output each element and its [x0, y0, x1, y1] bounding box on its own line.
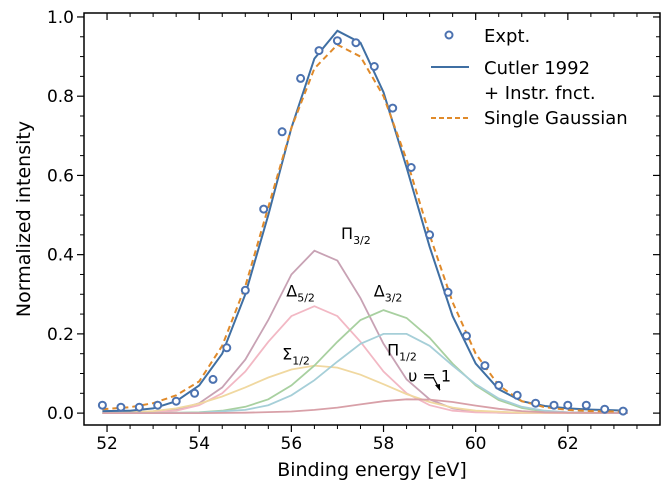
expt-point	[259, 204, 269, 214]
component-labels: Π3/2 Δ5/2 Δ3/2 Π1/2 Σ1/2 υ = 1	[282, 224, 451, 386]
legend-expt-marker	[444, 30, 454, 40]
gaussian-fit-line	[102, 43, 628, 413]
expt-point	[222, 343, 232, 353]
expt-point	[208, 374, 218, 384]
plot-frame	[83, 12, 661, 426]
component-label: Δ3/2	[374, 281, 403, 304]
expt-point	[581, 400, 591, 410]
x-tick-label: 62	[557, 434, 579, 454]
x-tick-label: 54	[188, 434, 210, 454]
y-tick-label: 0.0	[47, 404, 74, 424]
component-3-2-line	[102, 249, 628, 414]
component-1-line	[102, 398, 628, 414]
data-points	[97, 36, 628, 416]
expt-point	[296, 73, 306, 83]
expt-point	[480, 361, 490, 371]
legend-cutler-label-2: + Instr. fnct.	[484, 83, 596, 104]
expt-point	[97, 400, 107, 410]
legend: Expt. Cutler 1992 + Instr. fnct. Single …	[431, 26, 628, 129]
component-label: Δ5/2	[286, 281, 315, 304]
component-label: Π1/2	[387, 341, 417, 364]
component-curves	[102, 249, 628, 414]
axis-ticks: 52 54 56 58 60 62 0.0 0.2 0.4 0.6 0.8 1.0	[47, 8, 660, 454]
x-tick-label: 60	[465, 434, 487, 454]
expt-point	[277, 127, 287, 137]
component-label: Σ1/2	[282, 345, 310, 368]
expt-point	[425, 230, 435, 240]
component-1-2-line	[102, 333, 628, 414]
expt-point	[563, 400, 573, 410]
annotation-arrow-head	[435, 384, 440, 391]
expt-point	[549, 400, 559, 410]
expt-point	[388, 103, 398, 113]
expt-point	[153, 400, 163, 410]
y-tick-label: 0.4	[47, 246, 74, 266]
legend-gauss-label: Single Gaussian	[484, 108, 628, 129]
legend-cutler-label-1: Cutler 1992	[484, 58, 590, 79]
expt-point	[600, 404, 610, 414]
component-label: Π3/2	[341, 224, 371, 247]
expt-point	[531, 398, 541, 408]
y-axis-label: Normalized intensity	[13, 121, 35, 317]
y-tick-label: 0.6	[47, 166, 74, 186]
component-3-2-line	[102, 309, 628, 414]
expt-point	[494, 380, 504, 390]
expt-point	[240, 285, 250, 295]
expt-point	[512, 390, 522, 400]
expt-point	[190, 388, 200, 398]
expt-point	[406, 163, 416, 172]
legend-expt-label: Expt.	[484, 26, 530, 47]
expt-point	[171, 396, 181, 406]
expt-point	[134, 402, 144, 412]
x-tick-label: 58	[373, 434, 395, 454]
x-tick-label: 52	[96, 434, 118, 454]
expt-point	[332, 36, 342, 46]
y-tick-label: 0.8	[47, 87, 74, 107]
x-tick-label: 56	[281, 434, 303, 454]
expt-point	[462, 331, 471, 341]
component-5-2-line	[102, 305, 628, 414]
expt-point	[443, 287, 453, 297]
expt-point	[314, 46, 324, 56]
expt-point	[351, 38, 361, 48]
x-axis-label: Binding energy [eV]	[277, 459, 467, 481]
y-tick-label: 0.2	[47, 325, 74, 345]
expt-point	[369, 62, 379, 71]
expt-point	[618, 406, 628, 416]
y-tick-label: 1.0	[47, 8, 74, 28]
component-label: υ = 1	[408, 366, 451, 385]
expt-point	[116, 402, 126, 412]
